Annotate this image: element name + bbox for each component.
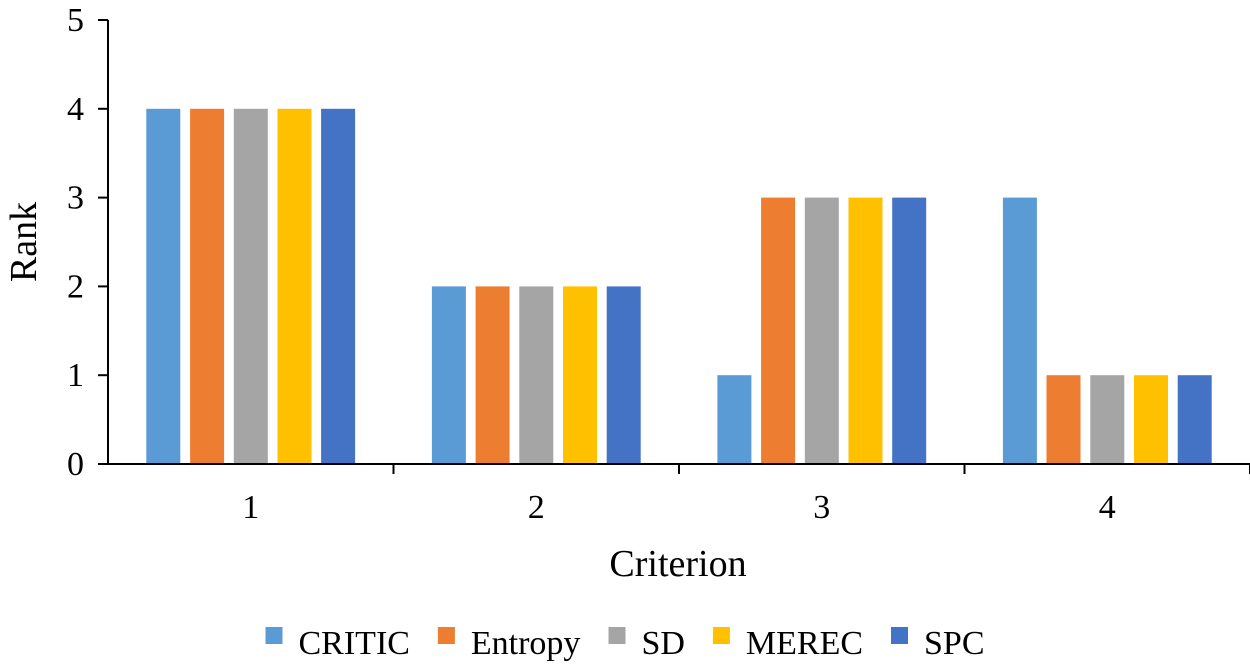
y-tick-label-0: 0 xyxy=(67,446,84,483)
y-ticks-group: 0 1 2 3 4 5 xyxy=(67,2,108,483)
legend-swatch-entropy xyxy=(437,627,455,644)
legend-label-critic: CRITIC xyxy=(299,625,410,662)
legend-label-entropy: Entropy xyxy=(471,625,581,662)
bar-merec-criterion-3 xyxy=(848,197,883,464)
x-tick-label-4: 4 xyxy=(1099,489,1116,526)
bar-entropy-criterion-1 xyxy=(190,108,225,465)
y-axis-title: Rank xyxy=(3,202,45,282)
legend-label-spc: SPC xyxy=(924,625,985,662)
bar-spc-criterion-2 xyxy=(606,286,641,464)
bar-critic-criterion-1 xyxy=(146,108,181,465)
legend: CRITIC Entropy SD MEREC SPC xyxy=(265,625,985,662)
legend-label-merec: MEREC xyxy=(746,625,863,662)
x-axis-title: Criterion xyxy=(609,543,746,585)
y-tick-label-4: 4 xyxy=(67,91,84,128)
bar-sd-criterion-4 xyxy=(1090,375,1125,464)
legend-swatch-critic xyxy=(265,627,283,644)
bar-critic-criterion-3 xyxy=(717,375,752,464)
y-tick-label-2: 2 xyxy=(67,268,84,305)
x-tick-label-1: 1 xyxy=(242,489,259,526)
bar-spc-criterion-1 xyxy=(321,108,356,465)
x-tick-label-3: 3 xyxy=(813,489,830,526)
legend-swatch-spc xyxy=(891,627,908,644)
x-tick-label-2: 2 xyxy=(528,489,545,526)
bar-merec-criterion-1 xyxy=(277,108,312,465)
y-tick-label-1: 1 xyxy=(67,357,84,394)
y-tick-label-5: 5 xyxy=(67,2,84,39)
bar-merec-criterion-4 xyxy=(1134,375,1168,464)
legend-swatch-sd xyxy=(608,627,626,644)
bar-critic-criterion-2 xyxy=(431,286,466,464)
bar-sd-criterion-3 xyxy=(804,197,839,464)
bar-entropy-criterion-4 xyxy=(1046,375,1081,464)
bars-group xyxy=(146,108,1212,465)
bar-sd-criterion-1 xyxy=(233,108,268,465)
bar-critic-criterion-4 xyxy=(1002,197,1037,464)
bar-merec-criterion-2 xyxy=(563,286,597,464)
bar-sd-criterion-2 xyxy=(519,286,554,464)
bar-entropy-criterion-3 xyxy=(761,197,796,464)
bar-spc-criterion-4 xyxy=(1177,375,1212,464)
legend-swatch-merec xyxy=(712,627,730,644)
legend-label-sd: SD xyxy=(642,625,685,662)
bar-spc-criterion-3 xyxy=(892,197,927,464)
x-ticks-group: 1 2 3 4 xyxy=(242,464,1250,526)
y-tick-label-3: 3 xyxy=(67,180,84,217)
bar-entropy-criterion-2 xyxy=(475,286,510,464)
